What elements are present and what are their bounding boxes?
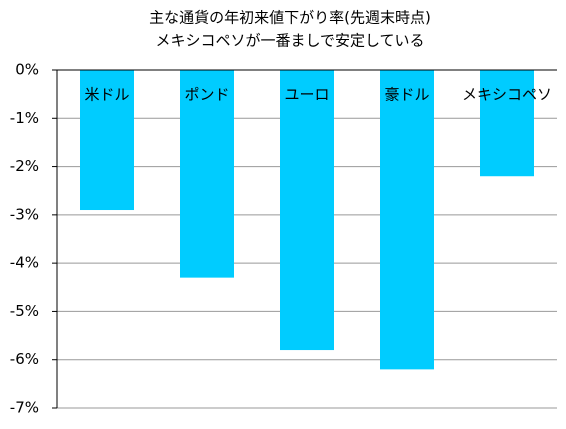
chart-title: 主な通貨の年初来値下がり率(先週末時点) — [149, 9, 431, 27]
y-tick-label: -3% — [10, 205, 39, 223]
x-tick-label: 米ドル — [84, 86, 129, 104]
bar — [480, 70, 534, 177]
x-tick-label: 豪ドル — [384, 86, 429, 104]
bar — [80, 70, 134, 211]
bar — [380, 70, 434, 370]
x-tick-label: ユーロ — [284, 86, 329, 104]
y-tick-label: -6% — [10, 350, 39, 368]
y-tick-label: -5% — [10, 302, 39, 320]
y-tick-label: -2% — [10, 157, 39, 175]
x-tick-label: メキシコペソ — [462, 86, 552, 104]
x-tick-label: ポンド — [184, 86, 229, 104]
bar — [280, 70, 334, 351]
y-tick-label: 0% — [15, 61, 39, 79]
y-tick-label: -4% — [10, 254, 39, 272]
y-tick-label: -1% — [10, 109, 39, 127]
bar — [180, 70, 234, 278]
y-tick-label: -7% — [10, 399, 39, 417]
chart-subtitle: メキシコペソが一番ましで安定している — [155, 32, 424, 50]
